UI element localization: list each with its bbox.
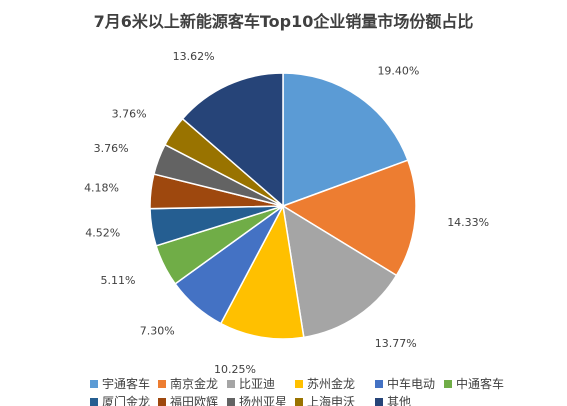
legend-label-8: 福田欧辉 — [170, 394, 218, 406]
data-label-8: 4.18% — [84, 182, 119, 195]
legend-label-4: 苏州金龙 — [307, 376, 355, 391]
legend-swatch-5 — [375, 380, 383, 388]
pie-slice-4 — [219, 203, 305, 340]
legend-swatch-1 — [90, 380, 98, 388]
data-label-6: 5.11% — [101, 274, 136, 287]
data-label-10: 3.76% — [112, 107, 147, 120]
data-label-5: 7.30% — [140, 324, 175, 337]
legend-swatch-10 — [295, 398, 303, 406]
chart-title: 7月6米以上新能源客车Top10企业销量市场份额占比 — [93, 12, 474, 31]
legend-swatch-7 — [90, 398, 98, 406]
pie-slice-3 — [282, 204, 398, 339]
data-label-3: 13.77% — [375, 337, 417, 350]
legend-label-1: 宇通客车 — [102, 376, 150, 391]
legend-swatch-9 — [227, 398, 235, 406]
legend-swatch-8 — [158, 398, 166, 406]
legend-swatch-11 — [375, 398, 383, 406]
legend-label-9: 扬州亚星 — [239, 394, 287, 406]
data-label-4: 10.25% — [214, 363, 256, 376]
legend-label-7: 厦门金龙 — [102, 394, 150, 406]
legend-label-6: 中通客车 — [456, 376, 504, 391]
legend-label-5: 中车电动 — [387, 376, 435, 391]
legend-label-2: 南京金龙 — [170, 376, 218, 391]
legend-swatch-3 — [227, 380, 235, 388]
legend-swatch-4 — [295, 380, 303, 388]
data-label-2: 14.33% — [447, 216, 489, 229]
data-label-11: 13.62% — [173, 50, 215, 63]
legend-label-3: 比亚迪 — [239, 377, 275, 391]
legend-label-11: 其他 — [387, 395, 411, 406]
legend-label-10: 上海申沃 — [307, 394, 355, 406]
data-label-9: 3.76% — [94, 142, 129, 155]
data-label-1: 19.40% — [377, 65, 419, 78]
pie-slice-1 — [282, 72, 409, 208]
legend-swatch-6 — [444, 380, 452, 388]
pie-slice-2 — [281, 159, 417, 277]
pie-slice-11 — [181, 72, 284, 208]
data-label-7: 4.52% — [85, 227, 120, 240]
legend-swatch-2 — [158, 380, 166, 388]
